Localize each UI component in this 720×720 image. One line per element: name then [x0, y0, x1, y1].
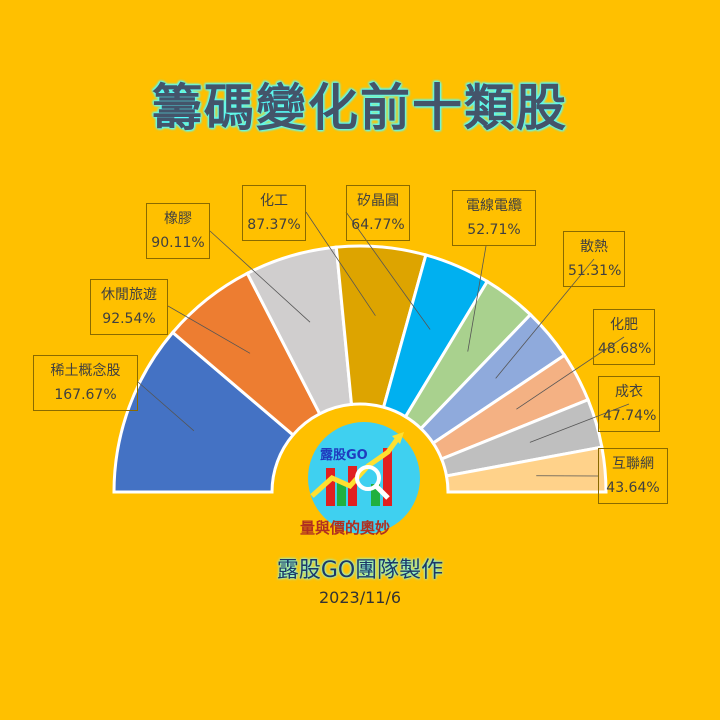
- category-label: 互聯網: [612, 456, 654, 472]
- category-label: 散熱: [580, 239, 608, 255]
- category-label: 電線電纜: [466, 198, 522, 214]
- value-label: 47.74%: [603, 408, 657, 424]
- data-label: 成衣 47.74%: [598, 376, 660, 432]
- data-label: 稀土概念股 167.67%: [33, 355, 138, 411]
- category-label: 稀土概念股: [50, 363, 121, 379]
- logo-bar: [383, 448, 392, 506]
- category-label: 成衣: [615, 384, 643, 400]
- value-label: 167.67%: [54, 387, 117, 403]
- data-label: 休閒旅遊 92.54%: [90, 279, 168, 335]
- value-label: 64.77%: [351, 217, 405, 233]
- slice-0: [112, 330, 296, 494]
- slice-9: [444, 445, 608, 494]
- value-label: 90.11%: [151, 235, 205, 251]
- logo-brand: 露股GO: [320, 448, 368, 463]
- leader-line: [345, 211, 431, 330]
- category-label: 化肥: [610, 317, 638, 333]
- logo-bar: [326, 468, 335, 506]
- leader-line: [167, 305, 251, 354]
- credit-text: 露股GO團隊製作: [276, 558, 444, 583]
- leader-line: [209, 230, 311, 323]
- data-label: 化工 87.37%: [242, 185, 306, 241]
- category-label: 化工: [260, 193, 288, 209]
- value-label: 87.37%: [247, 217, 301, 233]
- leader-line: [467, 245, 487, 352]
- leader-line: [529, 403, 630, 443]
- magnifier-icon: [355, 465, 381, 491]
- value-label: 51.31%: [568, 263, 622, 279]
- data-label: 散熱 51.31%: [563, 231, 625, 287]
- category-label: 矽晶圓: [357, 193, 399, 209]
- leader-line: [516, 336, 625, 410]
- chart-title: 籌碼變化前十類股: [152, 79, 568, 137]
- logo-bar: [337, 482, 346, 506]
- data-label: 化肥 48.68%: [593, 309, 655, 365]
- data-label: 互聯網 43.64%: [598, 448, 668, 504]
- date-text: 2023/11/6: [318, 588, 402, 607]
- logo: [308, 422, 420, 534]
- category-label: 休閒旅遊: [101, 287, 157, 303]
- data-label: 矽晶圓 64.77%: [346, 185, 410, 241]
- leader-line: [495, 258, 595, 379]
- category-label: 橡膠: [164, 211, 192, 227]
- value-label: 48.68%: [598, 341, 652, 357]
- data-label: 橡膠 90.11%: [146, 203, 210, 259]
- value-label: 52.71%: [467, 222, 521, 238]
- value-label: 92.54%: [102, 311, 156, 327]
- leader-line: [305, 211, 376, 316]
- value-label: 43.64%: [606, 480, 660, 496]
- leader-line: [137, 381, 195, 432]
- logo-slogan: 量與價的奧妙: [300, 519, 391, 537]
- data-label: 電線電纜 52.71%: [452, 190, 536, 246]
- logo-bar: [371, 484, 380, 506]
